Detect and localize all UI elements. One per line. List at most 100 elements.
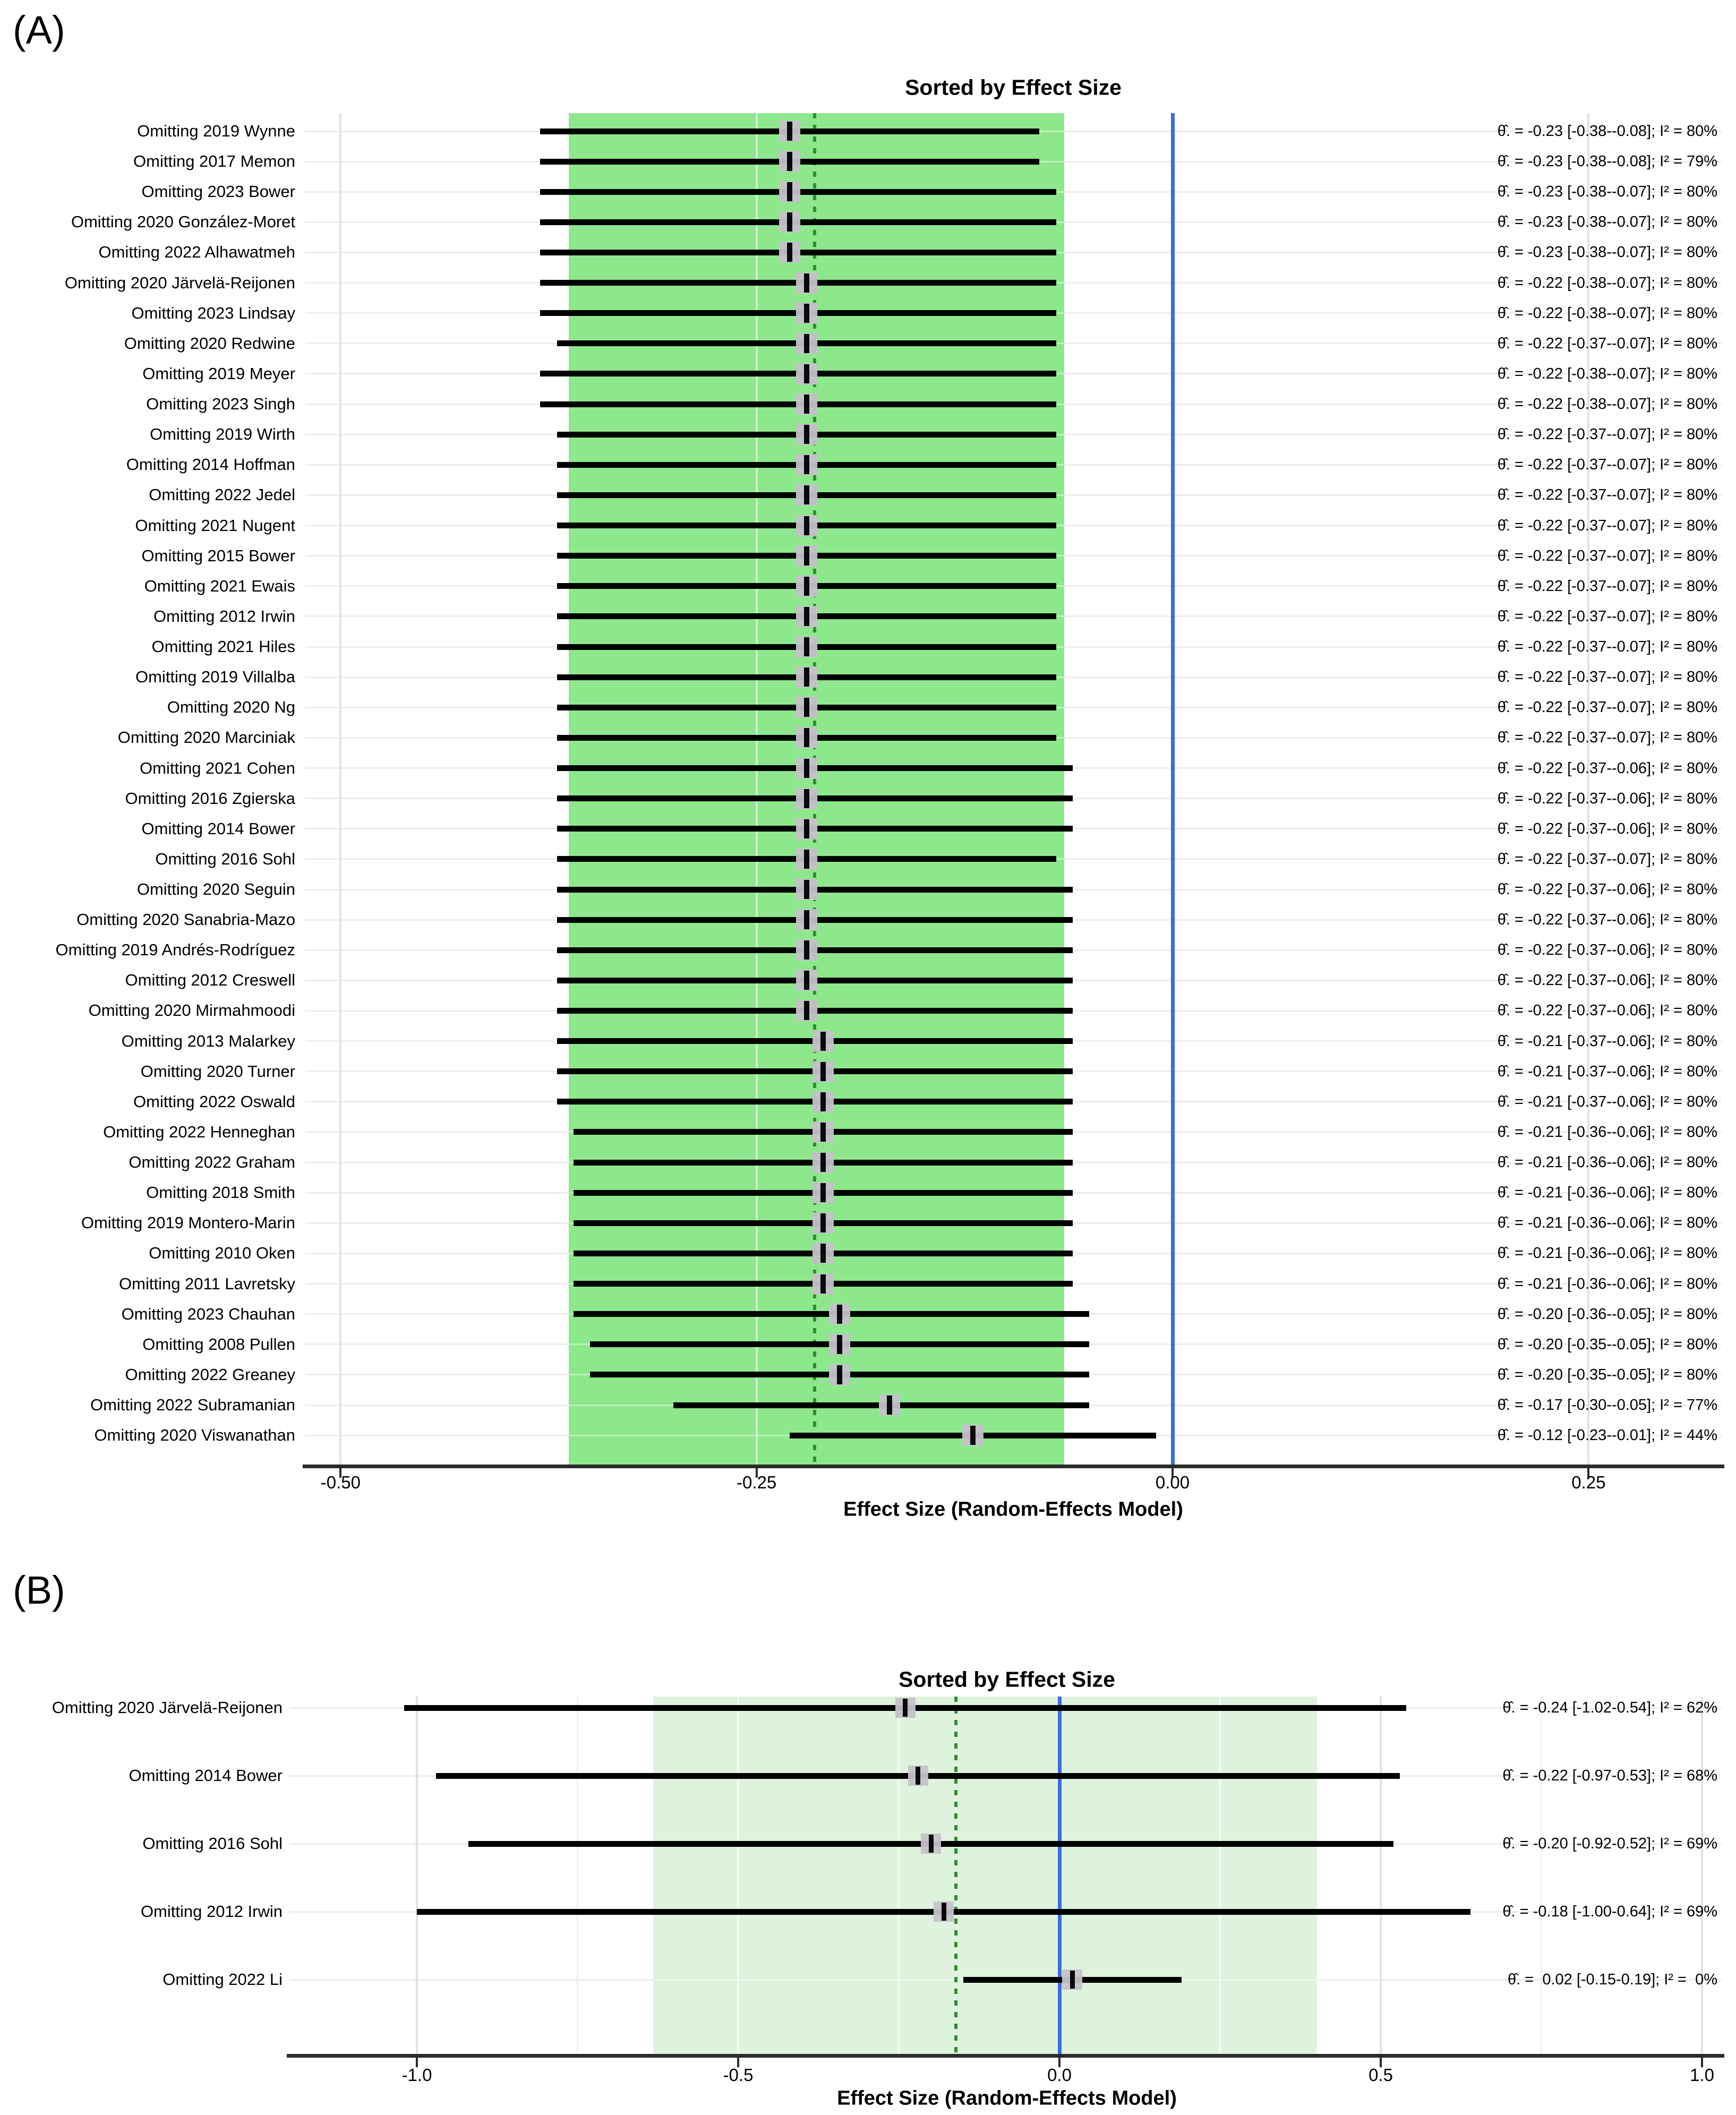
effect-annotation: θ̂. = -0.22 [-0.37--0.06]; I² = 80% bbox=[1497, 1002, 1717, 1020]
effect-marker-plus bbox=[916, 1767, 921, 1785]
effect-annotation: θ̂. = -0.20 [-0.92-0.52]; I² = 69% bbox=[1502, 1835, 1717, 1852]
study-label: Omitting 2017 Memon bbox=[133, 152, 295, 171]
effect-annotation: θ̂. = -0.23 [-0.38--0.07]; I² = 80% bbox=[1497, 183, 1717, 201]
effect-annotation: θ̂. = -0.22 [-0.37--0.07]; I² = 80% bbox=[1497, 426, 1717, 443]
effect-marker-plus bbox=[803, 698, 809, 717]
effect-marker-plus bbox=[787, 243, 793, 262]
effect-marker-plus bbox=[803, 789, 809, 808]
x-axis-tick bbox=[1171, 1468, 1174, 1478]
effect-annotation: θ̂. = -0.22 [-0.37--0.07]; I² = 80% bbox=[1497, 729, 1717, 747]
effect-marker-plus bbox=[820, 1244, 826, 1263]
study-label: Omitting 2021 Cohen bbox=[140, 758, 295, 777]
effect-annotation: θ̂. = -0.21 [-0.37--0.06]; I² = 80% bbox=[1497, 1093, 1717, 1110]
study-label: Omitting 2012 Irwin bbox=[153, 606, 295, 626]
x-tick-label: -1.0 bbox=[401, 2065, 432, 2085]
effect-annotation: θ̂. = -0.17 [-0.30--0.05]; I² = 77% bbox=[1497, 1397, 1717, 1414]
effect-marker-plus bbox=[803, 940, 809, 960]
study-label: Omitting 2011 Lavretsky bbox=[119, 1274, 295, 1293]
study-label: Omitting 2021 Hiles bbox=[151, 637, 295, 656]
study-label: Omitting 2014 Bower bbox=[129, 1766, 283, 1785]
study-label: Omitting 2021 Ewais bbox=[144, 576, 295, 595]
zero-line bbox=[1170, 113, 1175, 1465]
effect-marker-plus bbox=[803, 1001, 809, 1021]
effect-marker-plus bbox=[803, 273, 809, 293]
study-label: Omitting 2022 Graham bbox=[129, 1153, 295, 1172]
panel-title: Sorted by Effect Size bbox=[905, 75, 1122, 100]
effect-annotation: θ̂. = -0.21 [-0.36--0.06]; I² = 80% bbox=[1497, 1214, 1717, 1232]
x-axis-tick bbox=[1380, 2058, 1382, 2067]
effect-annotation: θ̂. = -0.21 [-0.36--0.06]; I² = 80% bbox=[1497, 1123, 1717, 1141]
study-label: Omitting 2023 Lindsay bbox=[131, 303, 295, 322]
effect-annotation: θ̂. = -0.23 [-0.38--0.07]; I² = 80% bbox=[1497, 244, 1717, 261]
study-label: Omitting 2022 Oswald bbox=[133, 1092, 295, 1111]
study-label: Omitting 2020 Järvelä-Reijonen bbox=[64, 273, 295, 292]
effect-annotation: θ̂. = -0.23 [-0.38--0.08]; I² = 80% bbox=[1497, 123, 1717, 140]
study-label: Omitting 2012 Creswell bbox=[125, 971, 295, 990]
study-label: Omitting 2020 Sanabria-Mazo bbox=[76, 910, 295, 929]
x-major-gridline bbox=[1587, 113, 1590, 1465]
effect-marker-plus bbox=[820, 1122, 826, 1142]
effect-marker-plus bbox=[803, 971, 809, 990]
effect-annotation: θ̂. = -0.22 [-0.37--0.06]; I² = 80% bbox=[1497, 820, 1717, 837]
study-label: Omitting 2020 Ng bbox=[167, 698, 295, 717]
effect-marker-plus bbox=[803, 910, 809, 930]
x-tick-label: 0.0 bbox=[1047, 2065, 1072, 2085]
effect-annotation: θ̂. = -0.18 [-1.00-0.64]; I² = 69% bbox=[1502, 1903, 1717, 1920]
x-axis-tick bbox=[1701, 2058, 1703, 2067]
x-minor-gridline bbox=[577, 1697, 578, 2054]
effect-marker-plus bbox=[803, 364, 809, 383]
x-axis-tick bbox=[339, 1468, 342, 1478]
effect-annotation: θ̂. = -0.22 [-0.37--0.07]; I² = 80% bbox=[1497, 669, 1717, 686]
effect-marker-plus bbox=[820, 1274, 826, 1294]
x-tick-label: 0.5 bbox=[1369, 2065, 1393, 2085]
effect-marker-plus bbox=[803, 516, 809, 535]
effect-marker-plus bbox=[803, 485, 809, 505]
effect-marker-plus bbox=[803, 880, 809, 899]
effect-marker-plus bbox=[820, 1031, 826, 1051]
effect-marker-plus bbox=[820, 1153, 826, 1172]
effect-annotation: θ̂. = -0.21 [-0.36--0.06]; I² = 80% bbox=[1497, 1184, 1717, 1202]
effect-marker-plus bbox=[941, 1903, 946, 1921]
study-label: Omitting 2018 Smith bbox=[146, 1183, 295, 1202]
effect-annotation: θ̂. = -0.21 [-0.36--0.06]; I² = 80% bbox=[1497, 1245, 1717, 1262]
x-major-gridline bbox=[1701, 1697, 1703, 2054]
effect-annotation: θ̂. = -0.22 [-0.37--0.06]; I² = 80% bbox=[1497, 972, 1717, 989]
effect-marker-plus bbox=[837, 1365, 843, 1384]
x-major-gridline bbox=[339, 113, 342, 1465]
study-label: Omitting 2019 Wynne bbox=[137, 122, 295, 140]
x-axis-line bbox=[287, 2054, 1724, 2058]
study-label: Omitting 2013 Malarkey bbox=[121, 1031, 295, 1050]
effect-annotation: θ̂. = -0.22 [-0.37--0.07]; I² = 80% bbox=[1497, 335, 1717, 352]
study-label: Omitting 2020 González-Moret bbox=[71, 212, 295, 232]
panel-b-tag: (B) bbox=[13, 1568, 65, 1612]
effect-marker-plus bbox=[803, 667, 809, 687]
effect-marker-plus bbox=[928, 1835, 934, 1853]
study-label: Omitting 2022 Alhawatmeh bbox=[98, 243, 296, 262]
effect-marker-plus bbox=[803, 819, 809, 838]
effect-annotation: θ̂. = -0.22 [-0.38--0.07]; I² = 80% bbox=[1497, 365, 1717, 382]
effect-annotation: θ̂. = -0.22 [-0.37--0.07]; I² = 80% bbox=[1497, 607, 1717, 625]
study-label: Omitting 2019 Villalba bbox=[135, 667, 295, 687]
x-tick-label: -0.5 bbox=[723, 2065, 754, 2085]
x-axis-tick bbox=[1058, 2058, 1061, 2067]
study-label: Omitting 2012 Irwin bbox=[140, 1902, 283, 1921]
effect-annotation: θ̂. = -0.22 [-0.38--0.07]; I² = 80% bbox=[1497, 304, 1717, 322]
effect-annotation: θ̂. = -0.21 [-0.36--0.06]; I² = 80% bbox=[1497, 1275, 1717, 1292]
effect-annotation: θ̂. = -0.22 [-0.37--0.07]; I² = 80% bbox=[1497, 699, 1717, 716]
x-axis-tick bbox=[755, 1468, 758, 1478]
pooled-effect-line bbox=[954, 1697, 958, 2054]
study-label: Omitting 2022 Henneghan bbox=[103, 1122, 295, 1141]
effect-marker-plus bbox=[803, 425, 809, 444]
x-axis-title: Effect Size (Random-Effects Model) bbox=[837, 2087, 1177, 2110]
effect-marker-plus bbox=[887, 1395, 893, 1415]
effect-annotation: θ̂. = -0.21 [-0.37--0.06]; I² = 80% bbox=[1497, 1063, 1717, 1080]
effect-marker-plus bbox=[820, 1092, 826, 1111]
study-label: Omitting 2016 Sohl bbox=[142, 1834, 283, 1853]
effect-annotation: θ̂. = -0.24 [-1.02-0.54]; I² = 62% bbox=[1502, 1699, 1717, 1716]
effect-marker-plus bbox=[837, 1304, 843, 1324]
effect-marker-plus bbox=[787, 182, 793, 202]
study-label: Omitting 2014 Bower bbox=[141, 819, 295, 838]
x-axis-tick bbox=[1587, 1468, 1590, 1478]
x-axis-line bbox=[303, 1465, 1724, 1468]
